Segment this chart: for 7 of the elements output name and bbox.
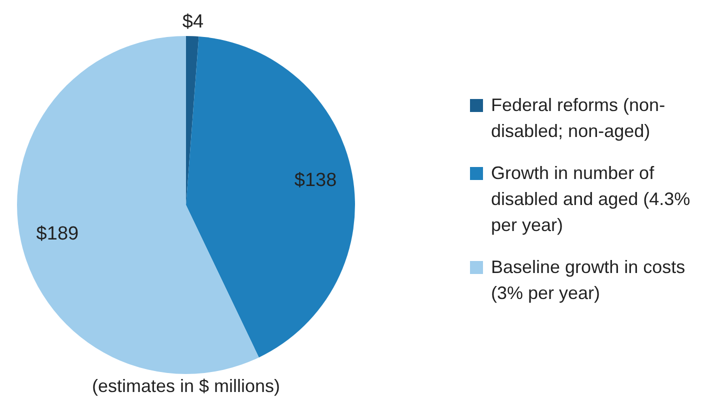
- data-label: $138: [294, 170, 337, 191]
- legend-label: Federal reforms (non-disabled; non-aged): [491, 94, 666, 143]
- legend-label: Growth in number of disabled and aged (4.3% per year): [491, 162, 692, 237]
- legend-label: Baseline growth in costs (3% per year): [491, 256, 686, 305]
- data-label: $4: [182, 11, 204, 32]
- data-label: $189: [36, 223, 79, 244]
- text: (estimates in $ millions): [90, 376, 282, 397]
